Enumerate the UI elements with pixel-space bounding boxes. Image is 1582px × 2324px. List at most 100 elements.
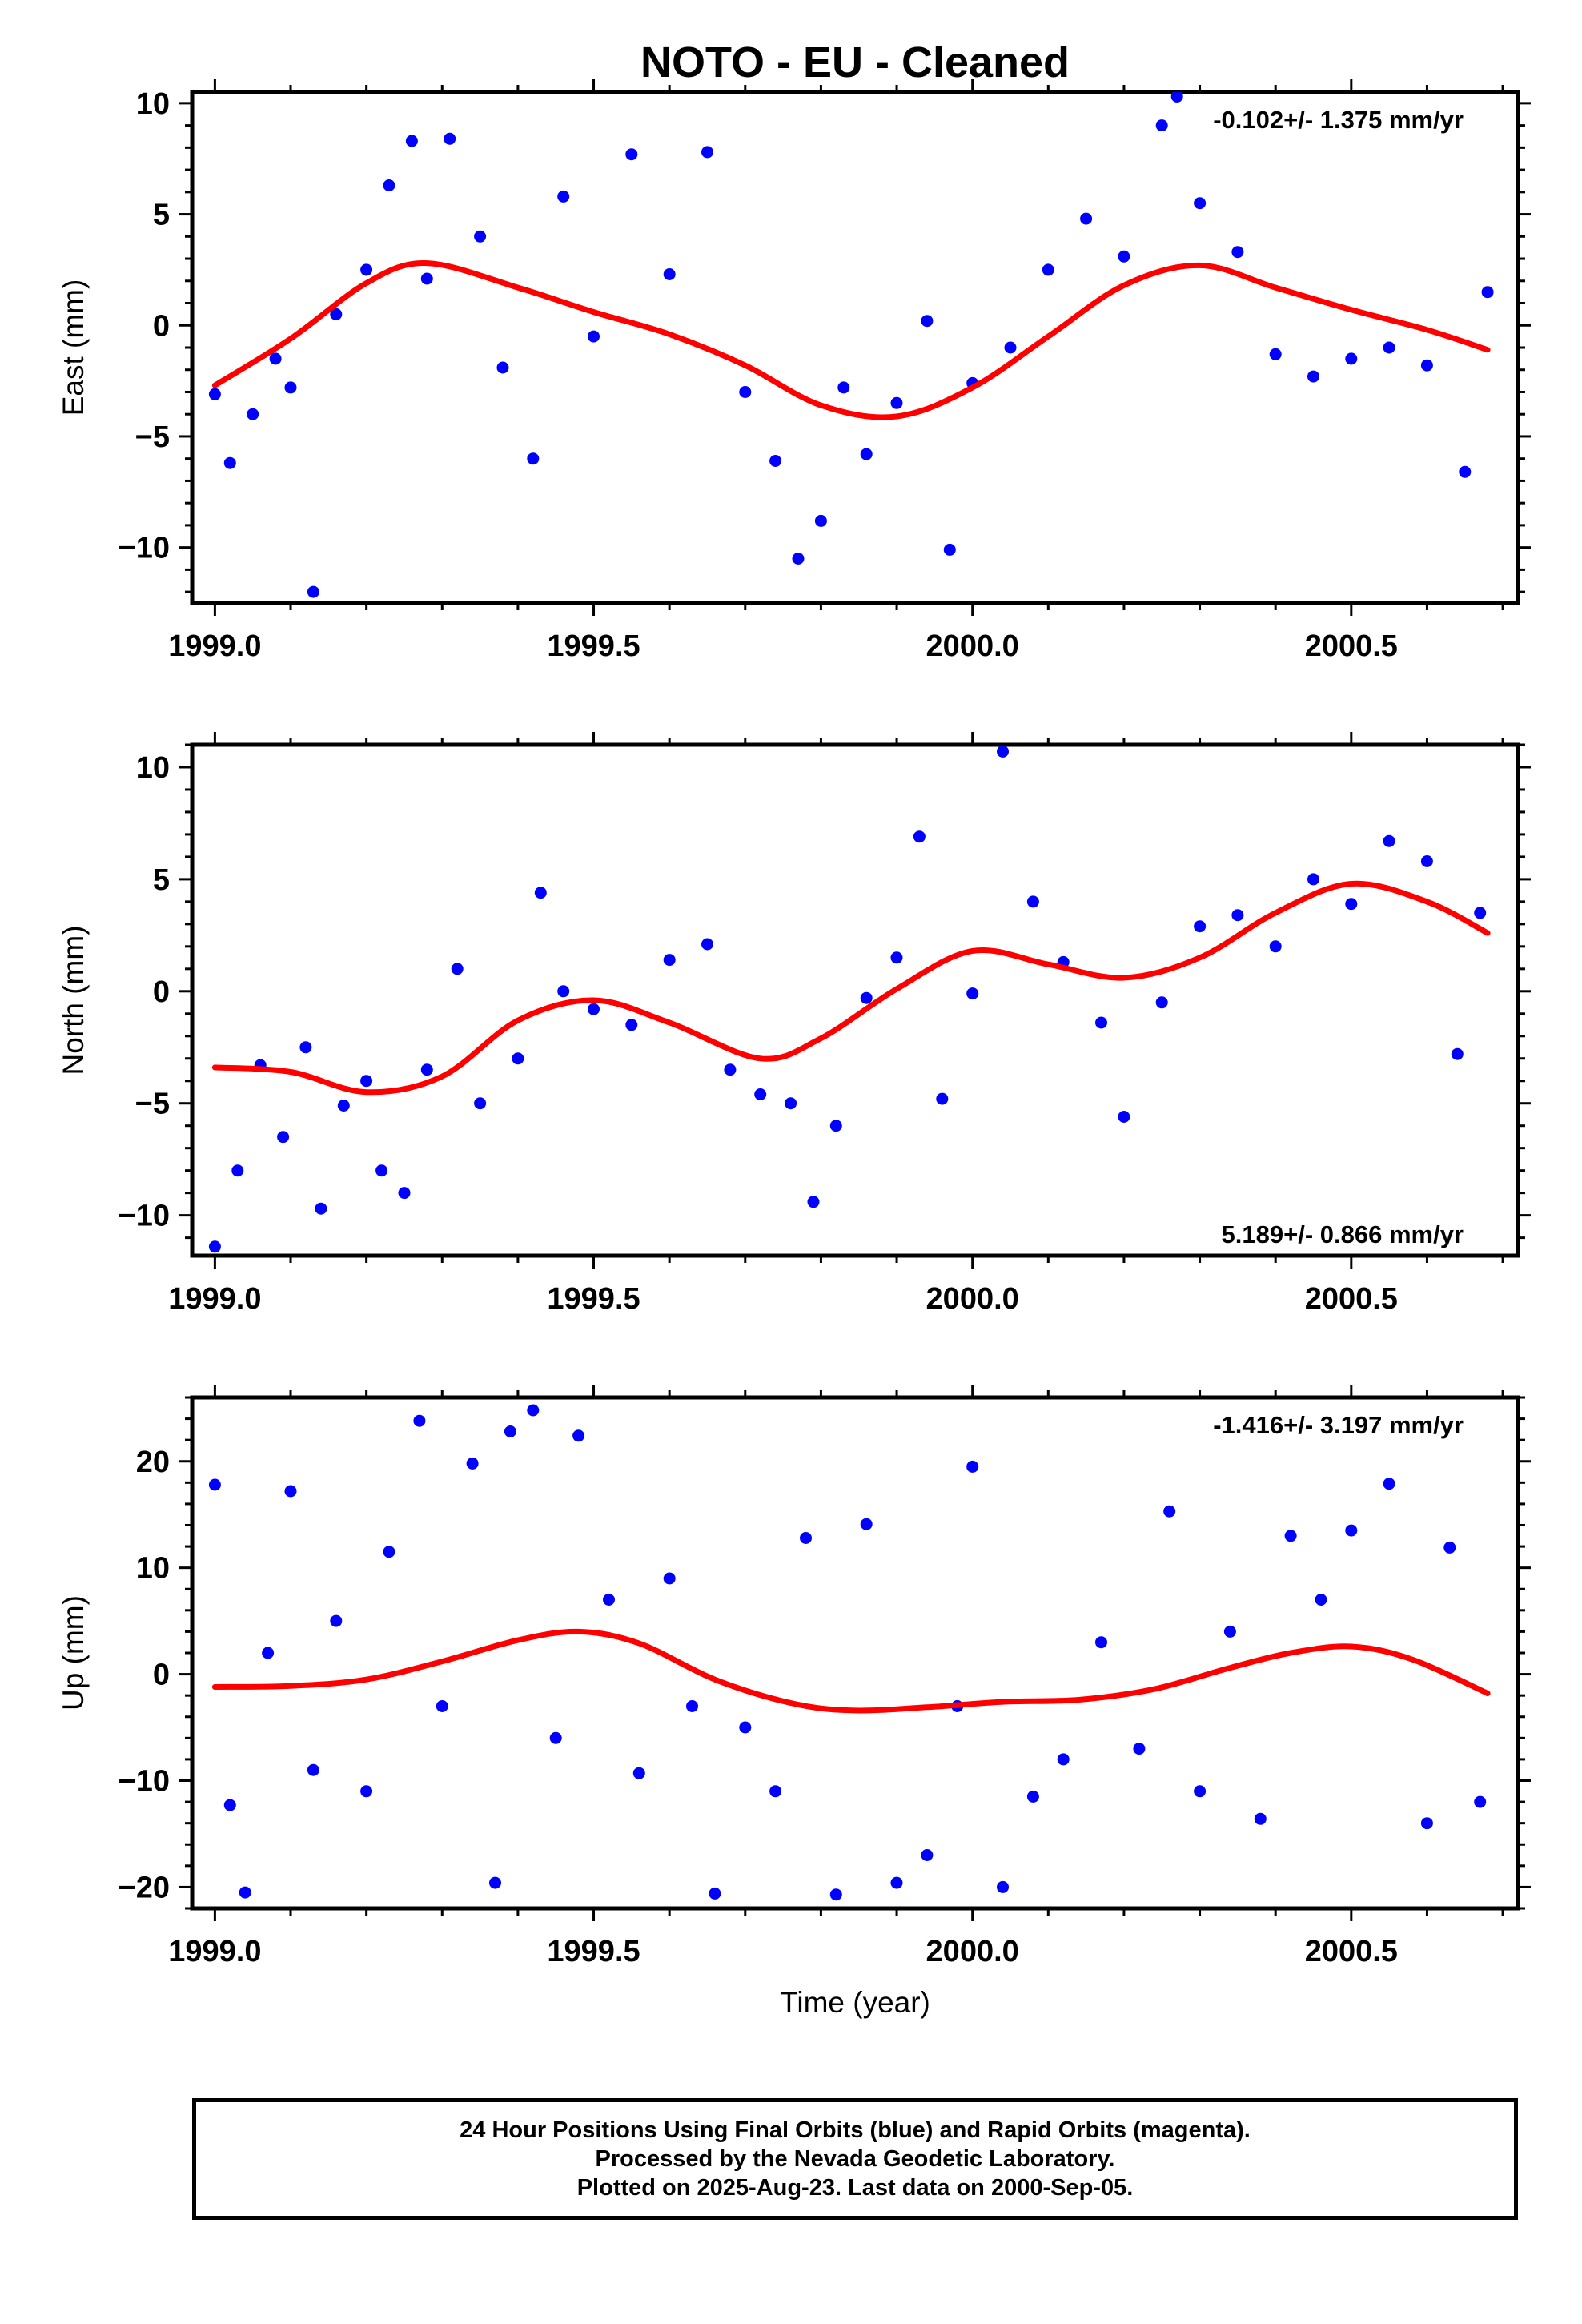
chart-title: NOTO - EU - Cleaned xyxy=(640,38,1070,86)
up-data-point xyxy=(572,1429,585,1442)
north-data-point xyxy=(474,1097,487,1110)
east-data-point xyxy=(383,179,396,191)
north-data-point xyxy=(1345,898,1358,911)
east-rate-label: -0.102+/- 1.375 mm/yr xyxy=(1213,106,1464,134)
north-rate-label: 5.189+/- 0.866 mm/yr xyxy=(1222,1220,1464,1248)
east-data-point xyxy=(557,190,570,203)
up-data-point xyxy=(632,1767,645,1779)
north-data-point xyxy=(1451,1047,1464,1060)
up-data-point xyxy=(466,1457,479,1470)
east-data-point xyxy=(1155,119,1168,132)
up-data-point xyxy=(966,1460,979,1473)
north-x-tick-label: 1999.5 xyxy=(547,1282,640,1316)
north-data-point xyxy=(701,938,713,951)
footer-box: 24 Hour Positions Using Final Orbits (bl… xyxy=(192,2098,1518,2220)
north-data-point xyxy=(829,1120,842,1132)
north-data-point xyxy=(1307,873,1319,886)
north-data-point xyxy=(936,1092,949,1105)
up-data-point xyxy=(383,1546,396,1558)
east-data-point xyxy=(1080,212,1093,225)
north-data-point xyxy=(1231,909,1244,922)
north-data-point xyxy=(1474,907,1487,919)
north-data-point xyxy=(360,1075,373,1088)
east-data-point xyxy=(814,514,827,527)
up-x-tick-label: 1999.5 xyxy=(547,1935,640,1968)
east-data-points xyxy=(208,92,1494,598)
north-data-points xyxy=(208,745,1487,1253)
north-data-point xyxy=(807,1196,820,1208)
up-data-point xyxy=(549,1731,562,1744)
east-data-point xyxy=(420,272,433,285)
north-fit-curve xyxy=(211,880,1491,1096)
up-data-point xyxy=(330,1614,343,1627)
up-x-tick-label: 1999.0 xyxy=(168,1935,261,1968)
north-data-point xyxy=(420,1063,433,1076)
east-data-point xyxy=(1459,465,1472,478)
north-x-tick-label: 1999.0 xyxy=(168,1282,261,1316)
up-plot-frame xyxy=(190,1395,1520,1911)
north-panel: 1999.0 1999.5 2000.0 2000.5 −10 −5 0 5 10 North (… xyxy=(57,732,1531,1316)
up-data-point xyxy=(527,1404,540,1417)
up-data-point xyxy=(800,1532,812,1544)
up-data-point xyxy=(829,1888,842,1901)
up-data-point xyxy=(1254,1812,1267,1825)
east-data-point xyxy=(360,263,373,276)
up-data-point xyxy=(1057,1753,1070,1766)
east-x-tick-label: 2000.0 xyxy=(926,629,1019,663)
north-y-tick-label: 10 xyxy=(136,751,170,785)
up-data-point xyxy=(1443,1541,1456,1554)
east-data-point xyxy=(1307,370,1319,383)
north-data-point xyxy=(997,745,1009,758)
north-data-point xyxy=(534,887,547,899)
up-data-point xyxy=(208,1478,221,1491)
east-data-point xyxy=(625,148,638,161)
up-data-point xyxy=(1420,1817,1433,1830)
up-y-axis-title: Up (mm) xyxy=(57,1595,90,1711)
east-data-point xyxy=(1383,341,1395,354)
up-data-point xyxy=(709,1887,721,1900)
east-data-point xyxy=(921,315,934,328)
east-x-tick-label: 2000.5 xyxy=(1305,629,1398,663)
east-data-point xyxy=(837,381,850,394)
north-data-point xyxy=(913,830,926,843)
east-data-point xyxy=(769,455,782,467)
east-x-tick-label: 1999.5 xyxy=(547,629,640,663)
east-y-tick-label: 0 xyxy=(153,309,170,343)
up-data-point xyxy=(1026,1790,1039,1803)
north-data-point xyxy=(588,1003,600,1015)
up-data-point xyxy=(223,1799,236,1811)
north-data-point xyxy=(337,1100,350,1112)
east-data-point xyxy=(527,452,540,465)
up-data-point xyxy=(1223,1625,1236,1638)
east-data-point xyxy=(943,543,956,556)
east-data-point xyxy=(284,381,297,394)
north-plot-frame xyxy=(190,742,1520,1258)
east-data-point xyxy=(223,456,236,469)
north-data-point xyxy=(1269,940,1282,953)
north-data-point xyxy=(1095,1016,1107,1029)
up-data-point xyxy=(504,1425,516,1437)
east-data-point xyxy=(474,230,487,243)
north-data-point xyxy=(231,1164,244,1177)
east-data-point xyxy=(701,146,713,159)
up-data-point xyxy=(921,1849,934,1861)
east-data-point xyxy=(1345,352,1358,365)
footer-line-3: Plotted on 2025-Aug-23. Last data on 200… xyxy=(576,2175,1134,2201)
up-data-point xyxy=(1194,1785,1207,1798)
north-data-point xyxy=(557,985,570,998)
up-data-point xyxy=(890,1876,903,1889)
up-data-point xyxy=(1345,1524,1358,1537)
east-data-point xyxy=(1420,359,1433,372)
up-data-point xyxy=(262,1647,275,1659)
north-data-point xyxy=(966,987,979,1000)
up-data-point xyxy=(663,1572,676,1585)
x-axis-title: Time (year) xyxy=(780,1986,930,2019)
up-data-point xyxy=(1133,1743,1146,1755)
up-data-point xyxy=(436,1700,448,1712)
up-data-point xyxy=(413,1414,426,1427)
east-fit-curve xyxy=(211,260,1491,420)
north-data-point xyxy=(208,1240,221,1253)
north-data-point xyxy=(1026,895,1039,908)
north-data-point xyxy=(277,1131,290,1144)
